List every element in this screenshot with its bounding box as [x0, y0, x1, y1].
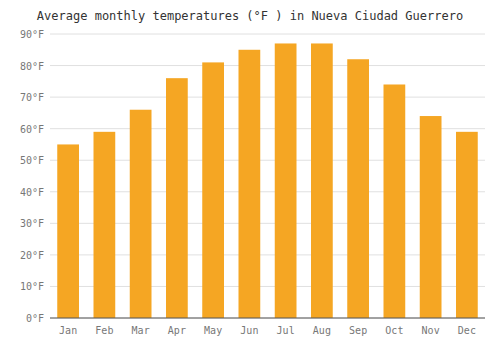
x-tick-label: Aug	[313, 325, 331, 336]
bar	[94, 132, 116, 318]
y-tick-label: 60°F	[20, 124, 44, 135]
y-tick-label: 80°F	[20, 61, 44, 72]
y-tick-label: 0°F	[26, 313, 44, 324]
title: Average monthly temperatures (°F ) in Nu…	[37, 9, 463, 23]
y-tick-label: 30°F	[20, 218, 44, 229]
x-tick-label: Jan	[59, 325, 77, 336]
x-tick-label: Jun	[240, 325, 258, 336]
x-tick-label: Jul	[277, 325, 295, 336]
bar	[202, 62, 224, 318]
bar	[239, 50, 261, 318]
bars	[57, 43, 478, 318]
bar	[275, 43, 297, 318]
grid	[50, 34, 485, 318]
x-tick-label: Dec	[458, 325, 476, 336]
bar	[130, 110, 152, 318]
grid-line	[50, 65, 485, 66]
grid-line	[50, 97, 485, 98]
bar	[456, 132, 478, 318]
y-tick-label: 20°F	[20, 250, 44, 261]
bar	[347, 59, 369, 318]
x-tick-label: Mar	[132, 325, 150, 336]
x-tick-label: Apr	[168, 325, 186, 336]
bar	[57, 144, 79, 318]
x-tick-label: Nov	[422, 325, 440, 336]
y-tick-label: 90°F	[20, 29, 44, 40]
x-axis-line	[50, 318, 485, 319]
y-tick-label: 40°F	[20, 187, 44, 198]
bar	[384, 84, 406, 318]
chart: Average monthly temperatures (°F ) in Nu…	[0, 0, 500, 350]
y-tick-label: 50°F	[20, 155, 44, 166]
chart-container: Average monthly temperatures (°F ) in Nu…	[0, 0, 500, 350]
bar	[166, 78, 188, 318]
y-axis: 0°F 10°F 20°F 30°F 40°F 50°F 60°F 70°F 80°F 90°F	[20, 29, 44, 324]
bar	[311, 43, 333, 318]
bar	[420, 116, 442, 318]
y-tick-label: 70°F	[20, 92, 44, 103]
y-tick-label: 10°F	[20, 281, 44, 292]
grid-line	[50, 34, 485, 35]
x-axis: Jan Feb Mar Apr May Jun Jul Aug Sep Oct Nov Dec	[50, 318, 485, 336]
grid-line	[50, 318, 485, 319]
x-tick-label: Feb	[95, 325, 113, 336]
x-tick-label: Sep	[349, 325, 367, 336]
x-tick-label: May	[204, 325, 222, 336]
x-tick-label: Oct	[385, 325, 403, 336]
